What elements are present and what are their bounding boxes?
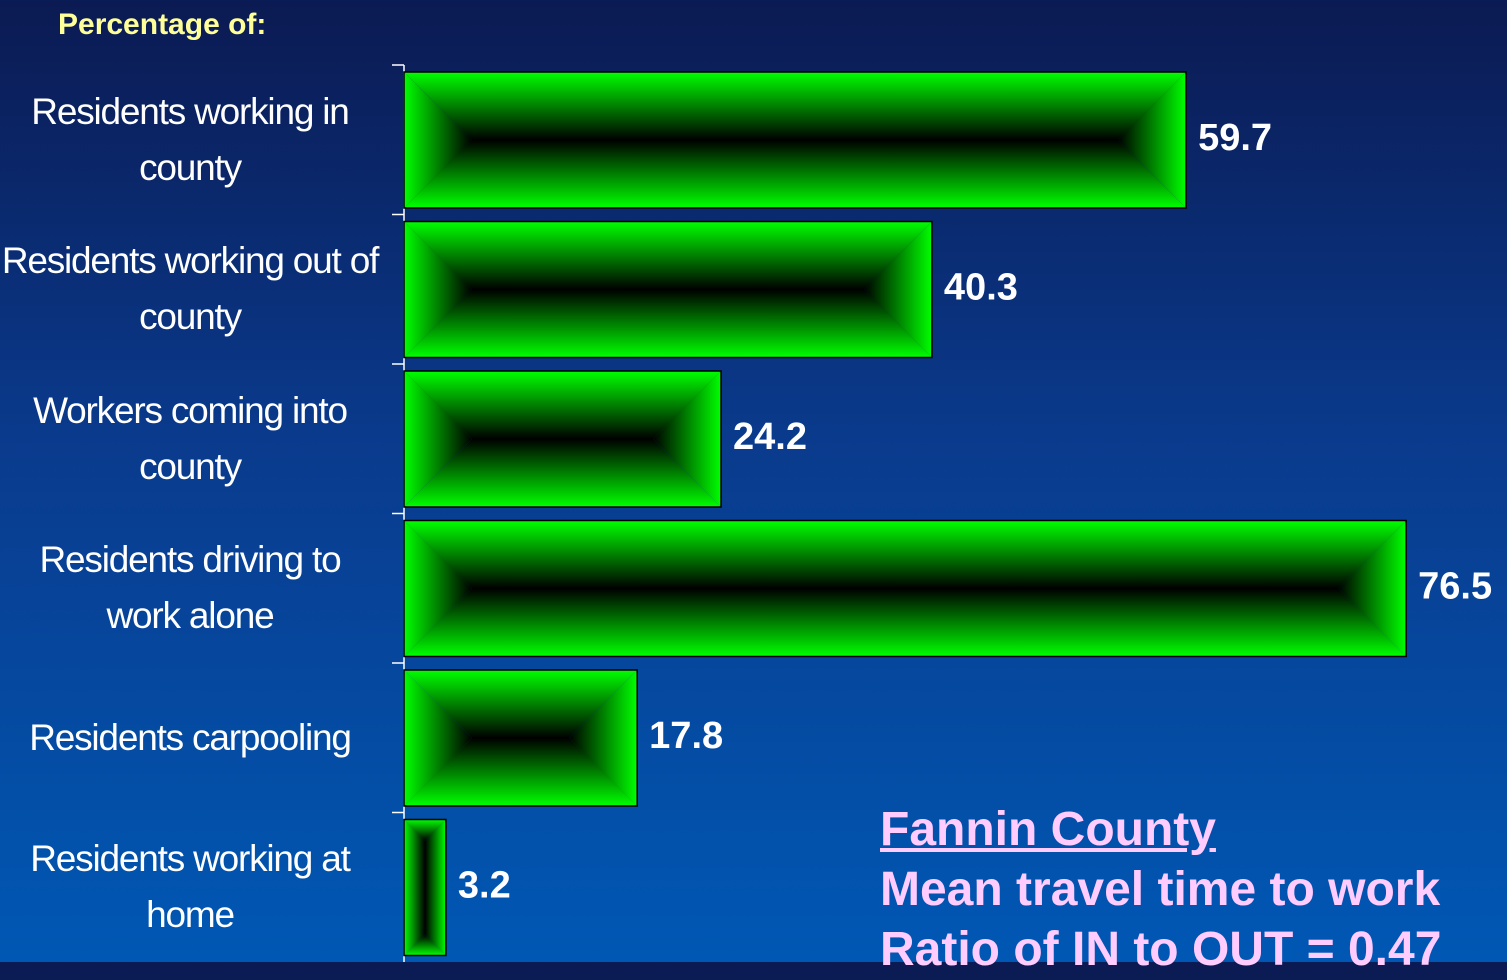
bar <box>403 519 1407 658</box>
bar <box>403 220 933 359</box>
bar-shade <box>404 289 932 358</box>
annotation-line: Mean travel time to work <box>880 863 1441 916</box>
category-label: Workers coming into county <box>33 389 348 487</box>
bar-shade <box>404 670 638 738</box>
value-label: 76.5 <box>1418 566 1492 608</box>
category-label: Residents working in county <box>31 90 350 188</box>
bar-outline <box>403 370 722 508</box>
bar-outline <box>403 71 1187 209</box>
category-label: Residents driving to work alone <box>39 539 342 637</box>
bar-shade <box>404 439 722 507</box>
value-label: 40.3 <box>944 267 1018 309</box>
bar-outline <box>403 519 1407 658</box>
bar-shade <box>1118 72 1187 208</box>
bar <box>403 370 722 508</box>
annotation-title: Fannin County <box>880 803 1216 856</box>
bar-shade <box>404 72 1187 140</box>
bar <box>403 818 447 957</box>
value-label: 59.7 <box>1198 117 1272 159</box>
bar-shade <box>404 670 472 806</box>
bar-shade <box>863 221 932 358</box>
bar-shade <box>404 588 1407 657</box>
bar-shade <box>404 520 472 657</box>
bar-shade <box>1338 520 1407 657</box>
category-label: Residents working out of county <box>1 240 380 338</box>
value-label: 3.2 <box>458 865 511 907</box>
bar-outline <box>403 669 638 807</box>
annotation: Fannin County Mean travel time to work R… <box>880 800 1441 980</box>
bar-shade <box>569 670 638 806</box>
bar-shade <box>404 371 472 507</box>
bar-shade <box>404 72 472 208</box>
bar-shade <box>404 371 722 439</box>
bar-shade <box>404 819 446 841</box>
value-label: 24.2 <box>733 416 807 458</box>
bar-shade <box>404 520 1407 589</box>
bar <box>403 71 1187 209</box>
bar-shade <box>404 819 425 956</box>
bar-shade <box>653 371 722 507</box>
bar-outline <box>403 818 447 957</box>
chart-title: Percentage of: <box>58 8 267 41</box>
bar-shade <box>404 738 638 806</box>
value-label: 17.8 <box>649 715 723 757</box>
bar-shade <box>404 221 472 358</box>
category-label: Residents working at home <box>30 838 351 936</box>
category-label: Residents carpooling <box>29 716 352 758</box>
bar-shade <box>404 934 446 956</box>
bar <box>403 669 638 807</box>
bar-shade <box>404 221 932 290</box>
bar-shade <box>424 819 446 956</box>
annotation-line: Ratio of IN to OUT = 0.47 <box>880 923 1442 976</box>
bar-outline <box>403 220 933 359</box>
bar-shade <box>404 140 1187 208</box>
